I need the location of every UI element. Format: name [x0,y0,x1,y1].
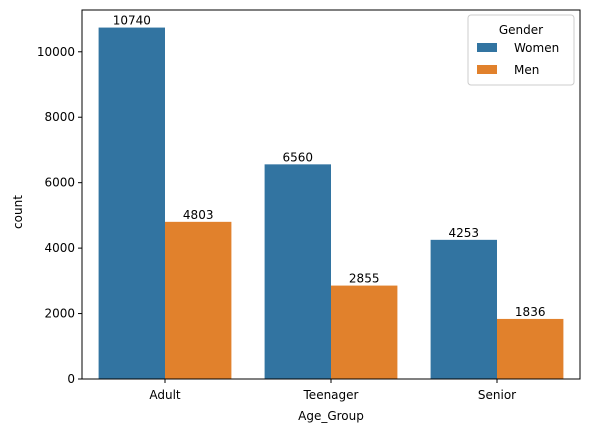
data-label-men-senior: 1836 [515,305,546,319]
legend-swatch-women [477,43,497,52]
bar-men-teenager [331,285,398,379]
legend-label-men: Men [514,63,539,77]
y-tick-label: 8000 [44,110,75,124]
x-tick-label-adult: Adult [149,388,181,402]
y-tick-label: 2000 [44,307,75,321]
y-axis-ticks: 0 2000 4000 6000 8000 10000 [37,45,82,386]
data-label-women-senior: 4253 [449,226,480,240]
bar-men-senior [497,318,564,379]
data-label-men-teenager: 2855 [349,272,380,286]
data-label-women-teenager: 6560 [283,150,314,164]
legend: Gender Women Men [467,14,575,86]
bars [98,27,564,379]
y-tick-label: 0 [67,372,75,386]
y-axis-label: count [11,195,25,229]
bar-women-senior [430,239,497,379]
legend-label-women: Women [514,41,559,55]
x-tick-label-teenager: Teenager [303,388,359,402]
data-label-women-adult: 10740 [113,14,151,28]
x-tick-label-senior: Senior [478,388,516,402]
x-axis-label: Age_Group [298,409,364,423]
bar-men-adult [165,221,232,379]
legend-title: Gender [499,23,543,37]
bar-women-teenager [264,164,331,379]
data-labels: 10740 4803 6560 2855 4253 1836 [113,14,546,319]
bar-women-adult [98,27,165,379]
plot-area: 10740 4803 6560 2855 4253 1836 [81,9,581,380]
y-tick-label: 6000 [44,176,75,190]
x-axis-ticks: Adult Teenager Senior [149,379,516,402]
data-label-men-adult: 4803 [183,208,214,222]
legend-swatch-men [477,65,497,74]
y-tick-label: 4000 [44,241,75,255]
y-tick-label: 10000 [37,45,75,59]
